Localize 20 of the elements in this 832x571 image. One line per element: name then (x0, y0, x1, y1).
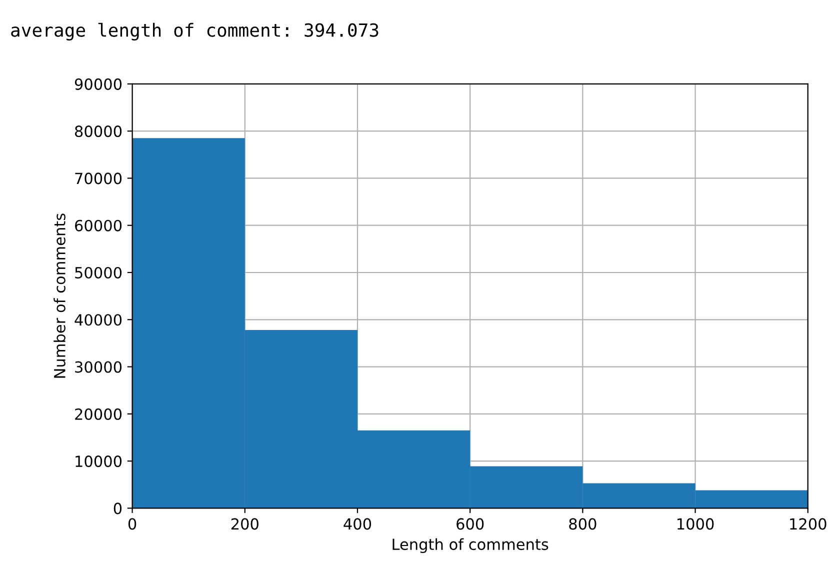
chart-title: average length of comment: 394.073 (11, 22, 378, 41)
y-tick-label: 80000 (75, 126, 122, 138)
y-tick-label: 20000 (75, 408, 122, 420)
y-tick-label: 0 (114, 502, 122, 514)
x-tick-label: 1200 (790, 518, 826, 530)
x-tick-label: 1000 (678, 518, 714, 530)
y-axis-title: Number of comments (54, 214, 66, 378)
y-tick-label: 40000 (74, 314, 122, 326)
x-tick-label: 800 (569, 518, 596, 530)
y-tick-label: 10000 (76, 456, 122, 468)
y-tick-label: 60000 (75, 220, 122, 232)
y-tick-label: 30000 (75, 361, 122, 373)
x-tick-label: 600 (456, 518, 484, 530)
y-tick-label: 70000 (75, 172, 122, 184)
y-tick-label: 90000 (74, 78, 122, 90)
x-tick-label: 0 (128, 518, 136, 530)
x-tick-label: 200 (231, 518, 258, 530)
x-axis-title: Length of comments (392, 538, 548, 554)
y-tick-label: 50000 (75, 266, 122, 279)
x-tick-label: 400 (344, 518, 372, 530)
